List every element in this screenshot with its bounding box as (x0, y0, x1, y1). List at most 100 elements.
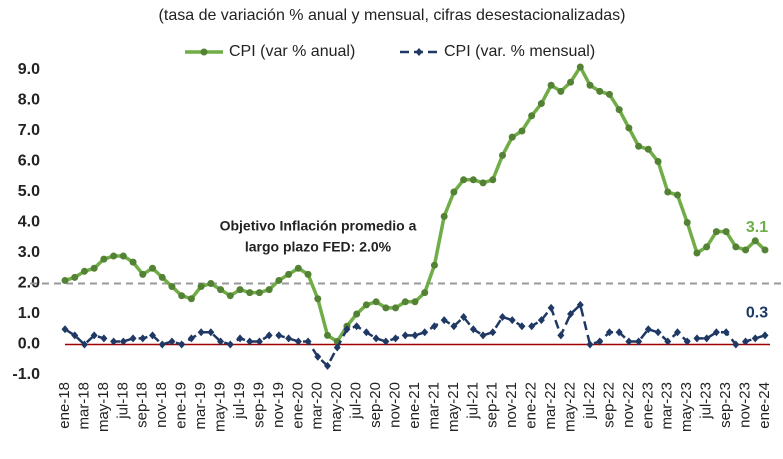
point (596, 337, 604, 346)
x-tick-label: ene-21 (406, 382, 423, 429)
point (392, 304, 400, 312)
point (285, 270, 293, 278)
point (265, 286, 273, 294)
x-tick-label: nov-20 (387, 382, 404, 428)
point (499, 313, 506, 322)
point (654, 158, 662, 165)
point (294, 337, 302, 346)
point (644, 145, 652, 153)
point (246, 289, 254, 297)
point (71, 331, 79, 340)
point (275, 331, 283, 340)
x-tick-label: mar-19 (192, 382, 209, 430)
legend-marker (200, 48, 208, 56)
point (557, 87, 565, 95)
point (703, 243, 711, 251)
point (518, 322, 526, 331)
annotation: Objetivo Inflación promedio a (220, 218, 417, 234)
point (255, 337, 263, 346)
point (615, 106, 623, 114)
y-tick-label: 9.0 (18, 61, 40, 78)
point (226, 292, 234, 300)
point (421, 289, 429, 297)
x-tick-label: may-23 (678, 382, 695, 432)
x-tick-label: may-18 (95, 382, 112, 432)
point (615, 328, 623, 337)
point (537, 100, 545, 108)
point (761, 246, 769, 254)
point (693, 249, 701, 257)
point (742, 337, 750, 346)
x-tick-label: jul-18 (114, 382, 131, 420)
point (275, 276, 283, 284)
x-tick-label: ene-23 (639, 382, 656, 429)
x-tick-label: mar-20 (309, 382, 326, 430)
x-tick-label: nov-23 (737, 382, 754, 428)
x-tick-label: ene-22 (523, 382, 540, 429)
x-tick-label: sep-19 (250, 382, 267, 428)
point (518, 127, 526, 135)
x-tick-label: jul-20 (348, 382, 365, 420)
point (110, 337, 118, 346)
point (314, 295, 322, 303)
point (440, 212, 448, 220)
point (246, 337, 254, 346)
point (401, 298, 409, 306)
point (129, 258, 137, 266)
point (392, 334, 400, 343)
x-tick-label: sep-22 (600, 382, 617, 428)
x-tick-label: sep-20 (367, 382, 384, 428)
x-tick-label: jul-22 (581, 382, 598, 420)
point (674, 191, 681, 199)
point (226, 340, 234, 349)
point (294, 264, 302, 272)
point (61, 276, 69, 284)
point (596, 87, 604, 95)
point (362, 328, 370, 337)
y-tick-label: 8.0 (18, 92, 40, 109)
y-tick-label: 3.0 (18, 244, 40, 261)
point (683, 337, 691, 346)
chart-subtitle: (tasa de variación % anual y mensual, ci… (159, 7, 626, 24)
point (712, 228, 720, 236)
point (401, 331, 409, 340)
point (664, 337, 672, 346)
x-tick-label: may-19 (212, 382, 229, 432)
point (265, 331, 273, 340)
point (499, 151, 506, 159)
x-tick-label: sep-21 (484, 382, 501, 428)
point (635, 142, 643, 150)
y-tick-label: -1.0 (12, 366, 40, 383)
y-tick-label: 4.0 (18, 214, 40, 231)
point (139, 270, 147, 278)
point (90, 331, 98, 340)
point (751, 334, 759, 343)
point (567, 78, 575, 86)
x-tick-label: mar-23 (659, 382, 676, 430)
point (712, 328, 720, 337)
point (187, 295, 195, 303)
point (664, 188, 672, 196)
point (469, 325, 477, 334)
y-tick-label: 5.0 (18, 183, 40, 200)
x-tick-label: nov-19 (270, 382, 287, 428)
y-tick-label: 1.0 (18, 305, 40, 322)
point (732, 243, 740, 251)
point (479, 179, 487, 187)
x-tick-label: ene-18 (56, 382, 73, 429)
point (304, 337, 312, 346)
point (411, 331, 419, 340)
point (372, 334, 380, 343)
point (469, 176, 477, 184)
point (508, 316, 516, 325)
point (353, 322, 361, 331)
point (450, 188, 458, 196)
x-tick-label: may-22 (562, 382, 579, 432)
point (80, 340, 88, 349)
x-tick-label: jul-23 (698, 382, 715, 420)
point (547, 303, 555, 312)
point (742, 246, 750, 254)
point (450, 322, 458, 331)
point (567, 310, 575, 318)
